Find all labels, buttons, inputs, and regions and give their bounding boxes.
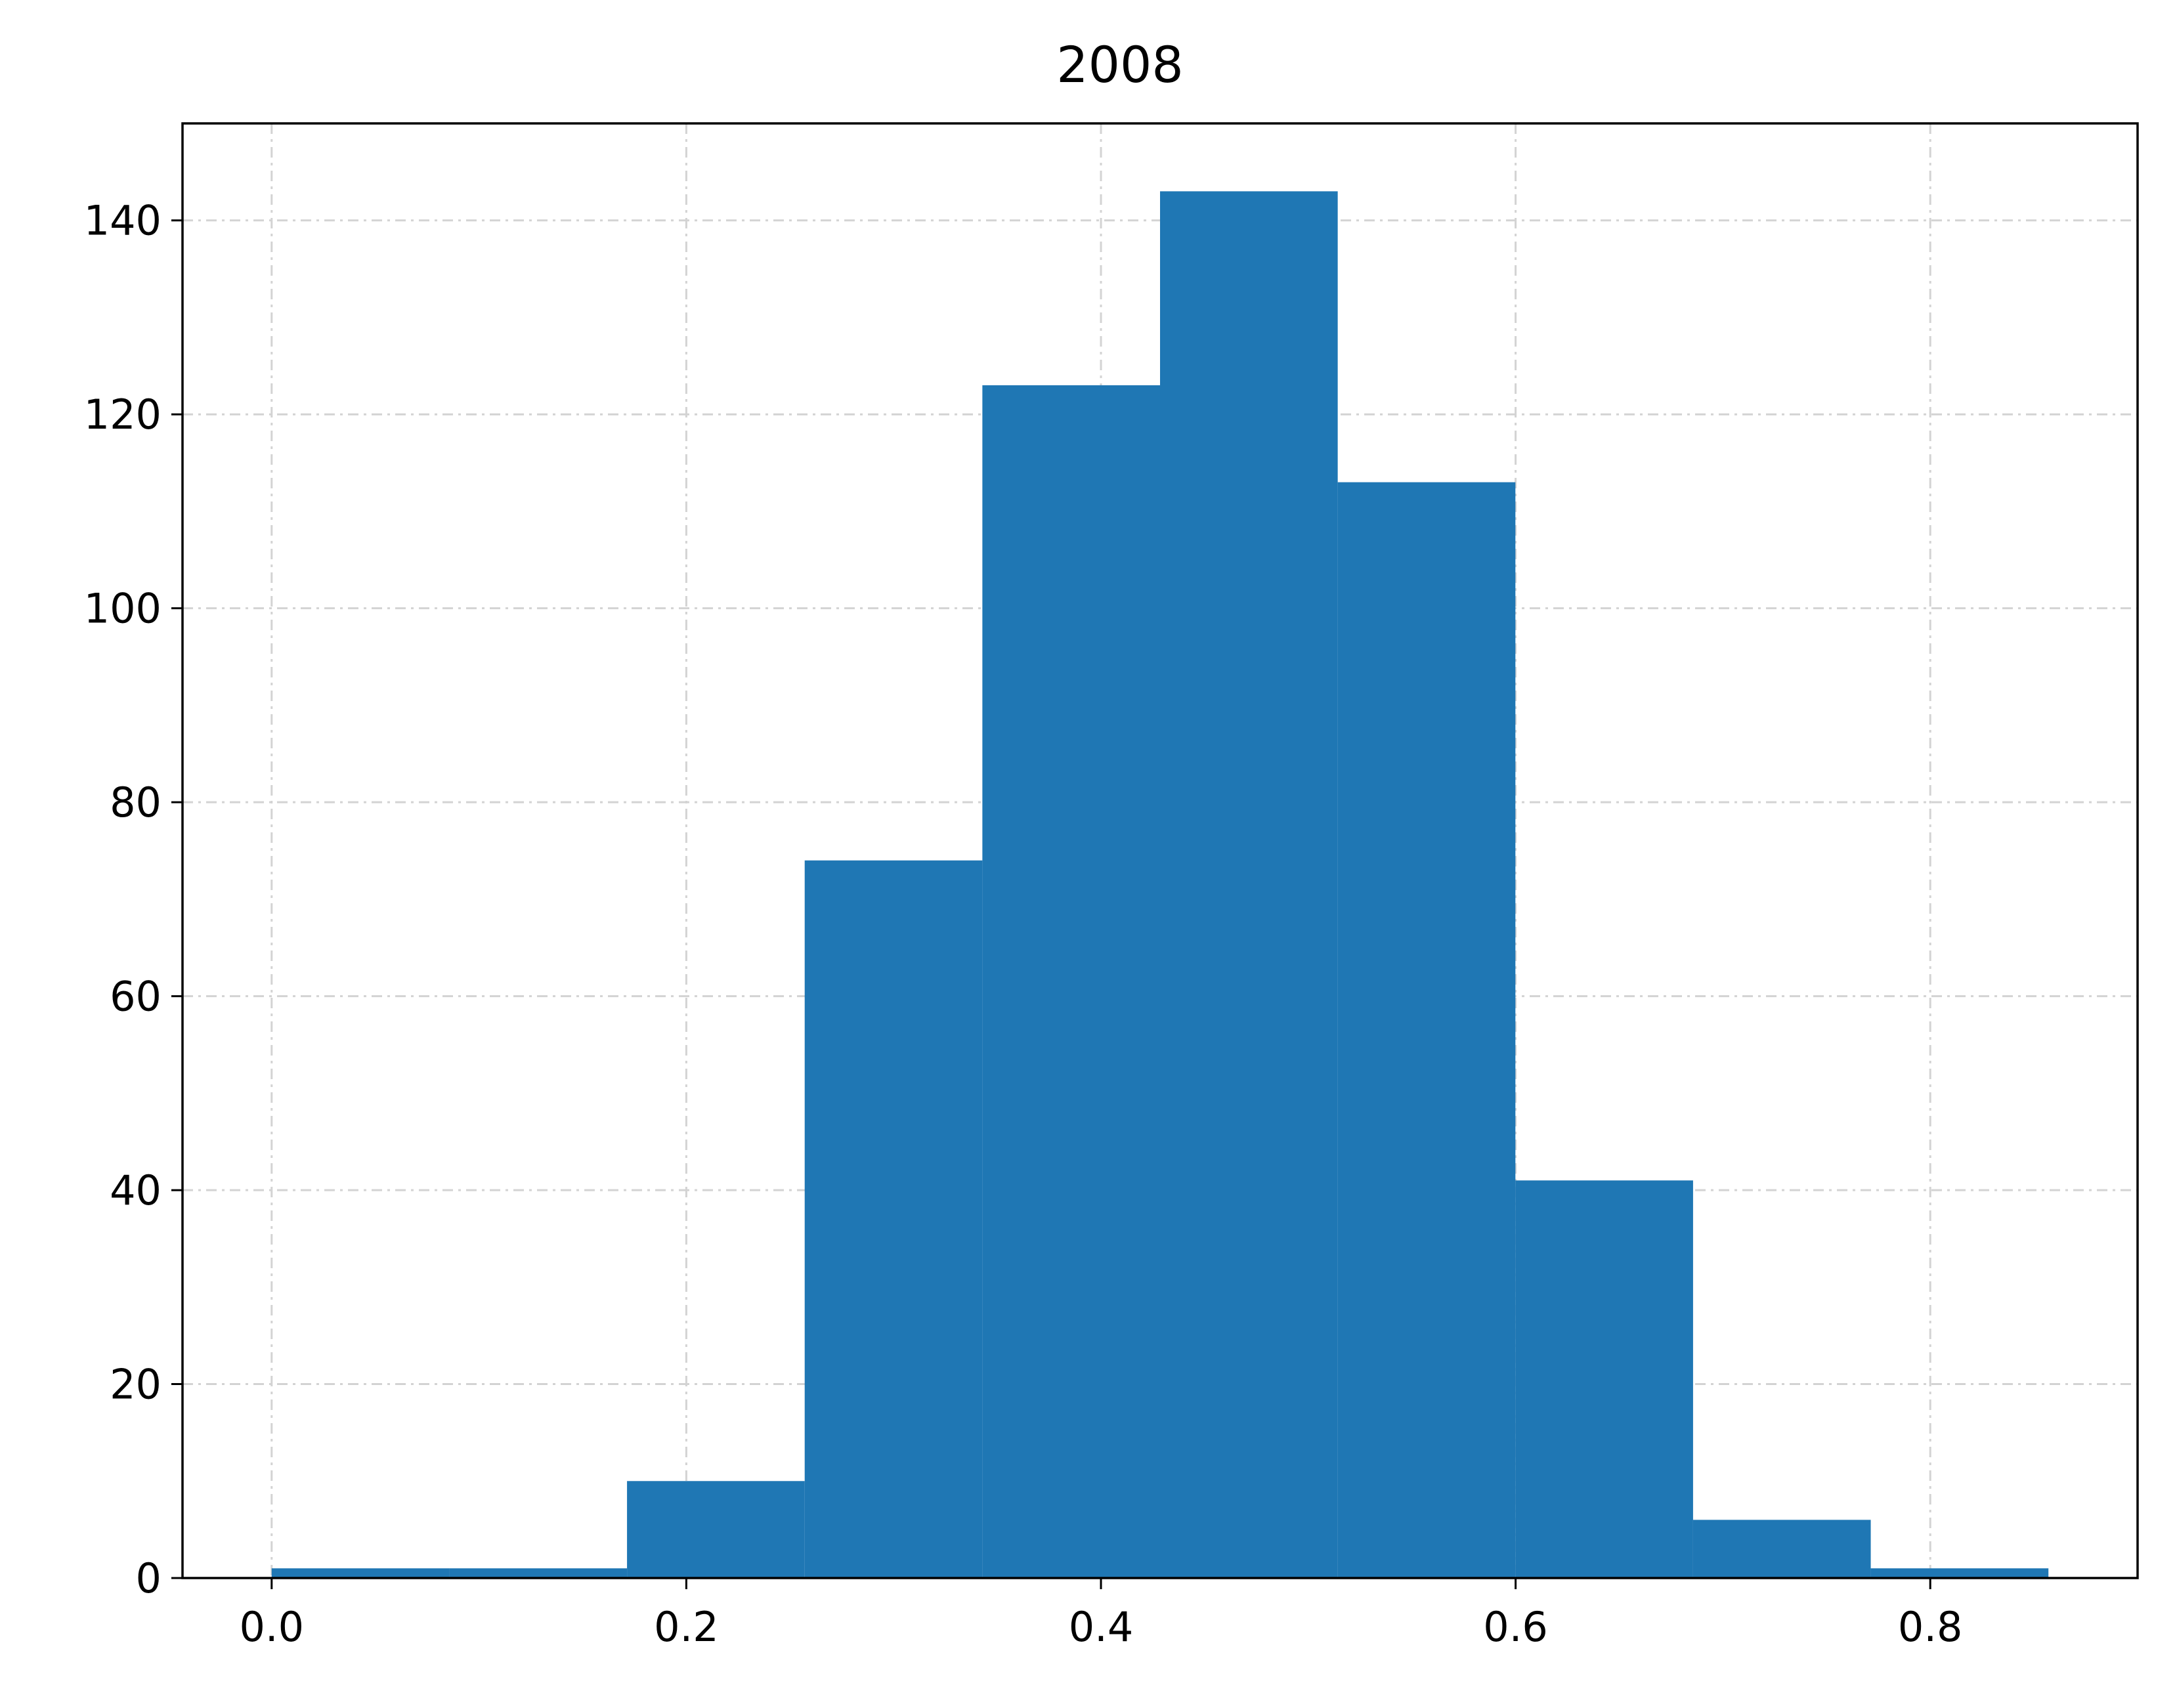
x-axis-ticks: 0.0 0.2 0.4 0.6 0.8: [239, 1578, 1963, 1651]
histogram-bar-9: [1870, 1568, 2049, 1578]
x-tick-label-4: 0.8: [1898, 1603, 1963, 1651]
y-tick-label-7: 140: [84, 197, 162, 245]
y-tick-label-3: 60: [110, 973, 162, 1021]
histogram-bars: [271, 191, 2049, 1579]
chart-title: 2008: [1056, 35, 1183, 94]
histogram-bar-0: [271, 1568, 450, 1578]
x-tick-label-2: 0.4: [1069, 1603, 1134, 1651]
histogram-bar-8: [1692, 1520, 1871, 1578]
histogram-bar-2: [627, 1481, 805, 1578]
histogram-bar-6: [1337, 482, 1516, 1579]
axes: [181, 122, 2139, 1579]
x-tick-label-3: 0.6: [1483, 1603, 1548, 1651]
histogram-bar-3: [804, 860, 983, 1578]
plot-frame: [181, 122, 2139, 1579]
y-tick-label-5: 100: [84, 585, 162, 633]
histogram-bar-4: [982, 385, 1160, 1578]
y-tick-label-0: 0: [136, 1554, 162, 1602]
histogram-bar-5: [1160, 191, 1338, 1578]
x-tick-label-0: 0.0: [239, 1603, 304, 1651]
y-tick-label-2: 40: [110, 1166, 162, 1214]
y-axis-ticks: 0 20 40 60 80 100 120 140: [84, 197, 183, 1602]
histogram-bar-1: [449, 1568, 628, 1578]
y-tick-label-6: 120: [84, 391, 162, 438]
y-tick-label-4: 80: [110, 779, 162, 826]
histogram-bar-7: [1515, 1180, 1693, 1578]
x-tick-label-1: 0.2: [654, 1603, 719, 1651]
y-tick-label-1: 20: [110, 1361, 162, 1409]
